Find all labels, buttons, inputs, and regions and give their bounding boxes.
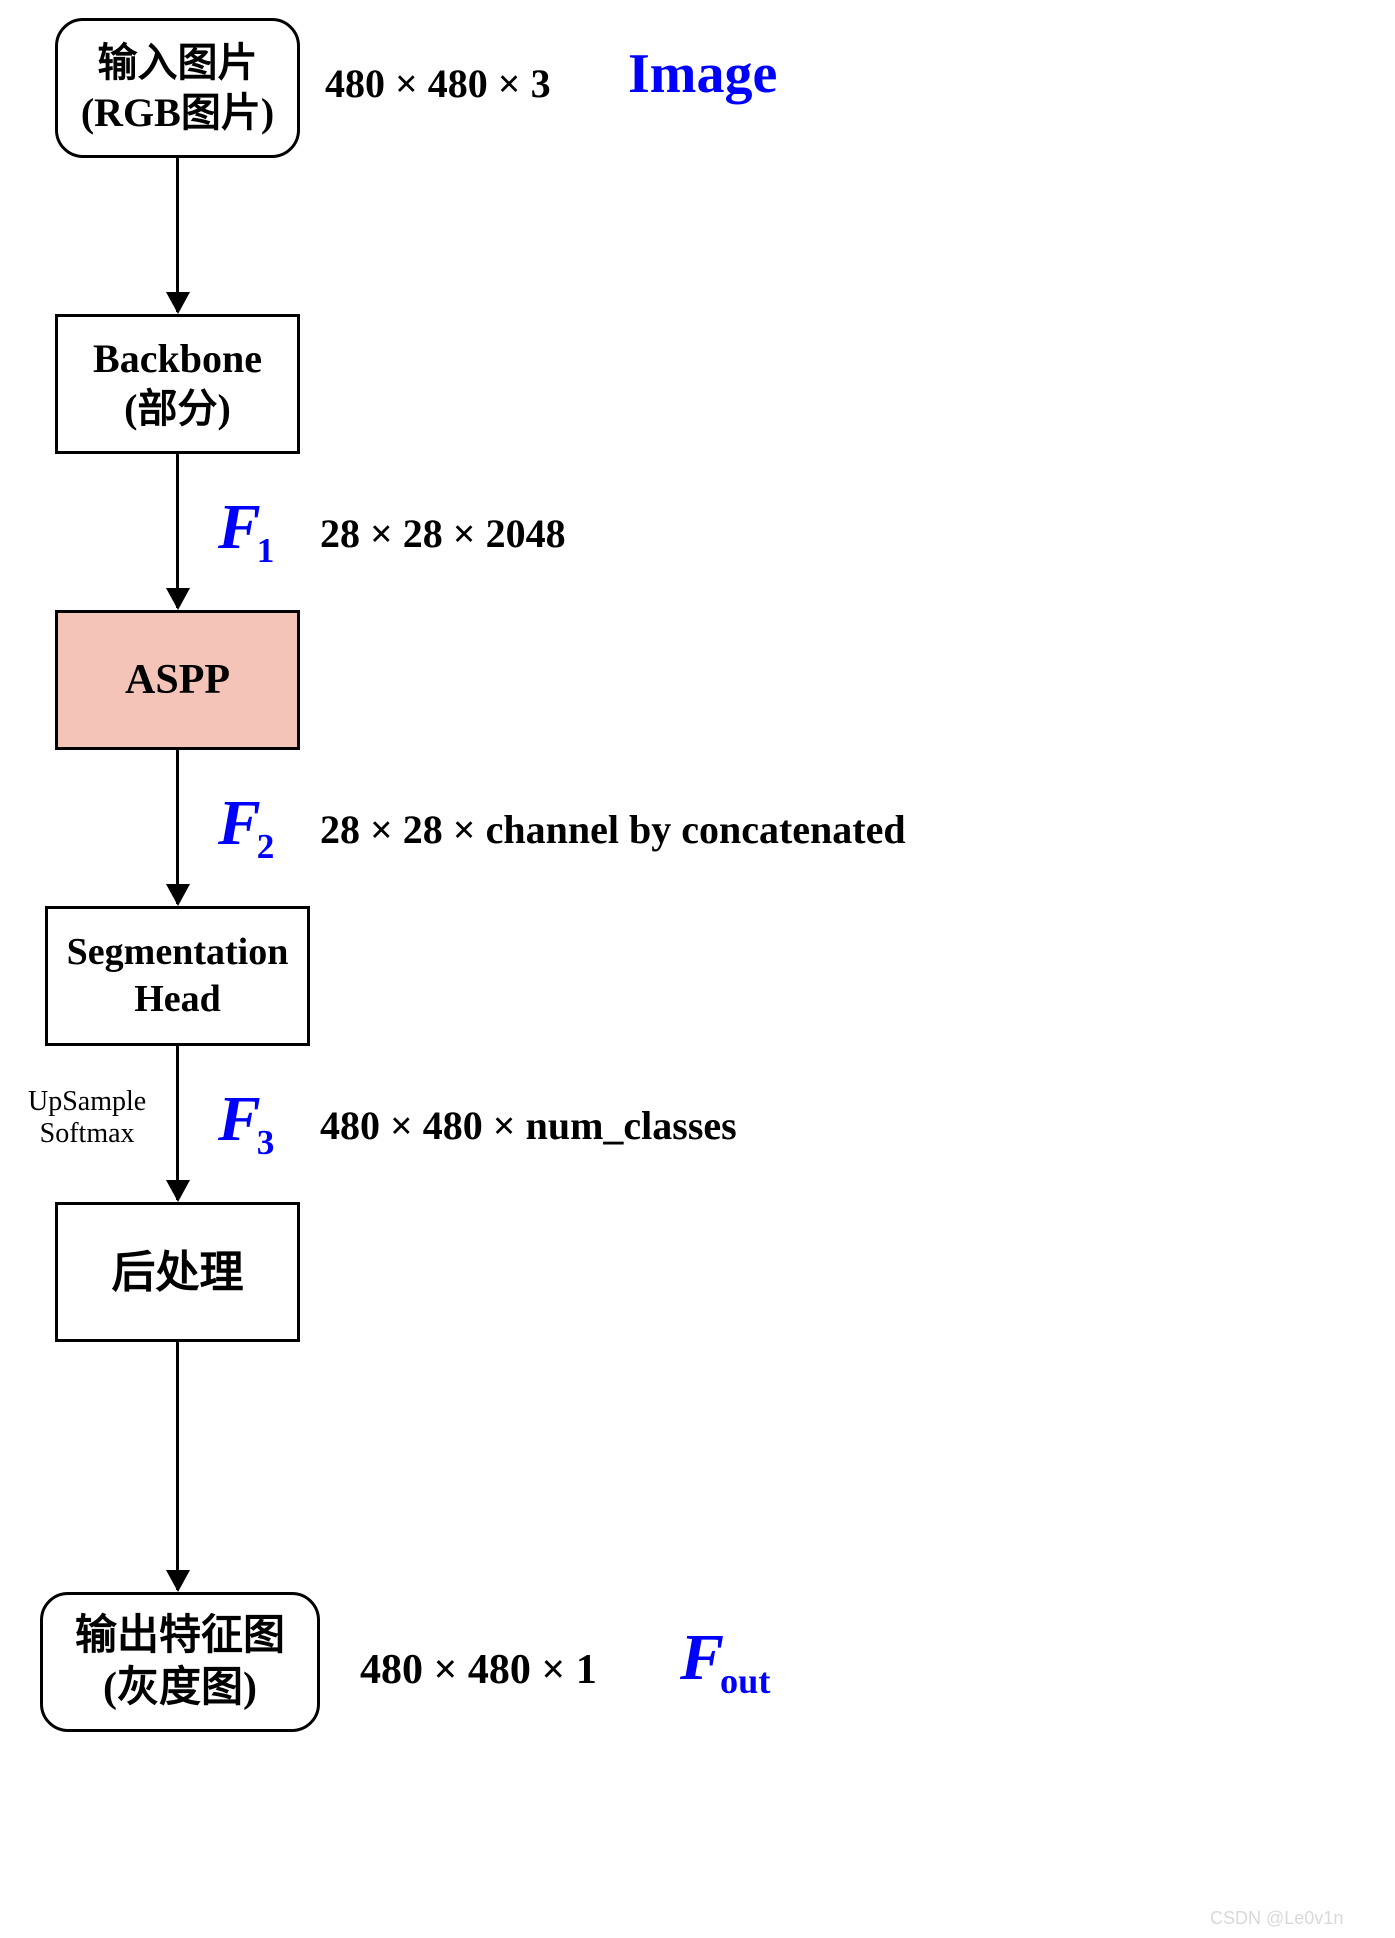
node-backbone: Backbone (部分) — [55, 314, 300, 454]
symbol-f3-base: F — [218, 1083, 261, 1154]
f3-dim-label: 480 × 480 × num_classes — [320, 1102, 737, 1149]
symbol-f2: F2 — [218, 786, 278, 867]
node-backbone-line2: (部分) — [124, 384, 231, 434]
symbol-fout-base: F — [680, 1621, 724, 1694]
symbol-fout-sub: out — [720, 1661, 770, 1701]
node-output-line1: 输出特征图 — [75, 1610, 285, 1663]
softmax-label: Softmax — [28, 1118, 146, 1150]
arrow-post-output — [176, 1342, 179, 1590]
input-title-label: Image — [628, 42, 777, 106]
symbol-f1-sub: 1 — [257, 531, 275, 570]
flowchart-diagram: 输入图片 (RGB图片) 480 × 480 × 3 Image Backbon… — [0, 0, 1395, 1938]
node-post-line1: 后处理 — [112, 1245, 244, 1300]
symbol-f2-sub: 2 — [257, 827, 275, 866]
arrow-seghead-post — [176, 1046, 179, 1200]
f2-dim-label: 28 × 28 × channel by concatenated — [320, 806, 906, 853]
node-input: 输入图片 (RGB图片) — [55, 18, 300, 158]
node-aspp: ASPP — [55, 610, 300, 750]
node-output-line2: (灰度图) — [103, 1662, 257, 1715]
arrow-input-backbone — [176, 158, 179, 312]
symbol-fout: Fout — [680, 1620, 774, 1702]
node-input-line1: 输入图片 — [98, 38, 258, 88]
node-seghead: Segmentation Head — [45, 906, 310, 1046]
input-dim-label: 480 × 480 × 3 — [325, 60, 551, 107]
node-backbone-line1: Backbone — [93, 334, 262, 384]
arrow-aspp-seghead — [176, 750, 179, 904]
symbol-f3-sub: 3 — [257, 1123, 275, 1162]
node-post: 后处理 — [55, 1202, 300, 1342]
node-seghead-line2: Head — [134, 976, 221, 1024]
node-aspp-line1: ASPP — [125, 654, 230, 707]
node-input-line2: (RGB图片) — [81, 88, 274, 138]
fout-dim-label: 480 × 480 × 1 — [360, 1646, 597, 1694]
symbol-f3: F3 — [218, 1082, 278, 1163]
f1-dim-label: 28 × 28 × 2048 — [320, 510, 566, 557]
symbol-f1-base: F — [218, 491, 261, 562]
watermark-text: CSDN @Le0v1n — [1210, 1908, 1343, 1929]
node-output: 输出特征图 (灰度图) — [40, 1592, 320, 1732]
upsample-softmax-label: UpSample Softmax — [28, 1086, 146, 1150]
symbol-f2-base: F — [218, 787, 261, 858]
upsample-label: UpSample — [28, 1086, 146, 1118]
symbol-f1: F1 — [218, 490, 278, 571]
arrow-backbone-aspp — [176, 454, 179, 608]
node-seghead-line1: Segmentation — [67, 929, 289, 977]
